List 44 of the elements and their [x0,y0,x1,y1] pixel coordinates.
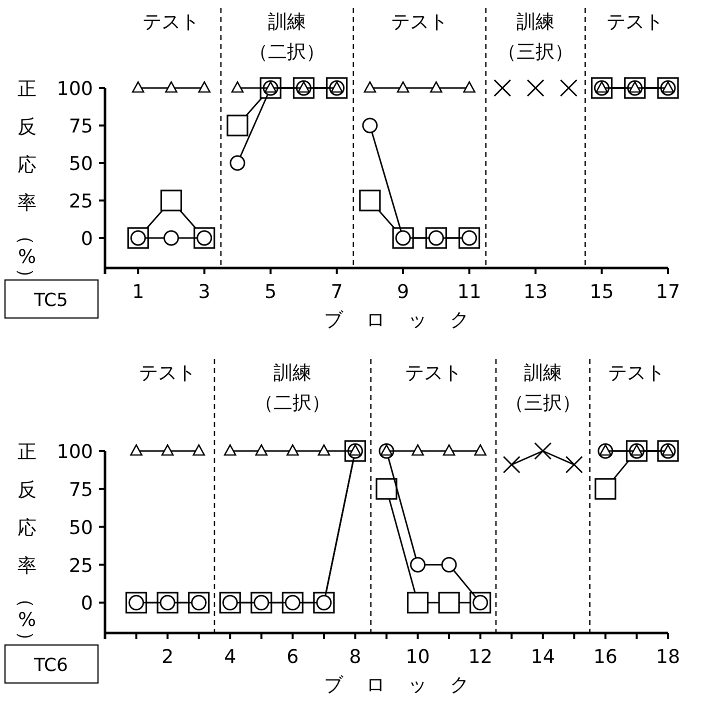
y-tick-label: 100 [56,441,93,463]
text: 訓練（二択） [249,11,326,63]
text: 訓練（二択） [254,362,331,414]
x-tick-label: 8 [349,646,362,668]
x-tick-label: 2 [162,646,174,668]
text: テスト [608,362,666,384]
y-tick-label: 75 [68,116,93,138]
text: TC5 [33,290,68,311]
y-tick-label: 0 [80,592,93,615]
x-tick-label: 14 [530,646,555,668]
x-tick-label: 6 [286,646,299,668]
y-tick-label: 25 [68,554,93,577]
text: TC6 [33,655,68,676]
x-tick-label: 13 [523,281,548,303]
text: テスト [139,362,196,384]
x-tick-label: 7 [330,281,343,303]
text: テスト [391,11,448,33]
text: テスト [606,11,664,33]
x-tick-label: 16 [593,646,618,668]
y-tick-label: 0 [80,228,93,250]
x-tick-label: 10 [406,646,430,668]
x-tick-label: 9 [397,281,410,303]
y-axis-title: 正反応率（%） [15,78,37,287]
y-tick-label: 25 [68,190,93,212]
y-axis-title: 正反応率（%） [15,441,37,650]
text: 訓練（三択） [498,11,574,63]
y-tick-label: 50 [68,516,93,539]
y-tick-label: 100 [56,78,93,100]
text: ブロック [324,674,469,696]
x-tick-label: 12 [468,646,492,668]
x-tick-label: 18 [656,646,680,668]
text: テスト [142,11,200,33]
x-tick-label: 17 [656,281,680,303]
x-tick-label: 3 [198,281,210,303]
x-tick-label: 1 [132,281,144,303]
text: 訓練（三択） [504,362,581,414]
text: ブロック [324,309,469,331]
y-tick-label: 75 [68,478,93,501]
text: テスト [404,362,462,384]
x-tick-label: 11 [457,281,482,303]
x-tick-label: 4 [224,646,236,668]
y-tick-label: 50 [68,153,93,175]
x-tick-label: 5 [264,281,277,303]
x-tick-label: 15 [590,281,614,303]
